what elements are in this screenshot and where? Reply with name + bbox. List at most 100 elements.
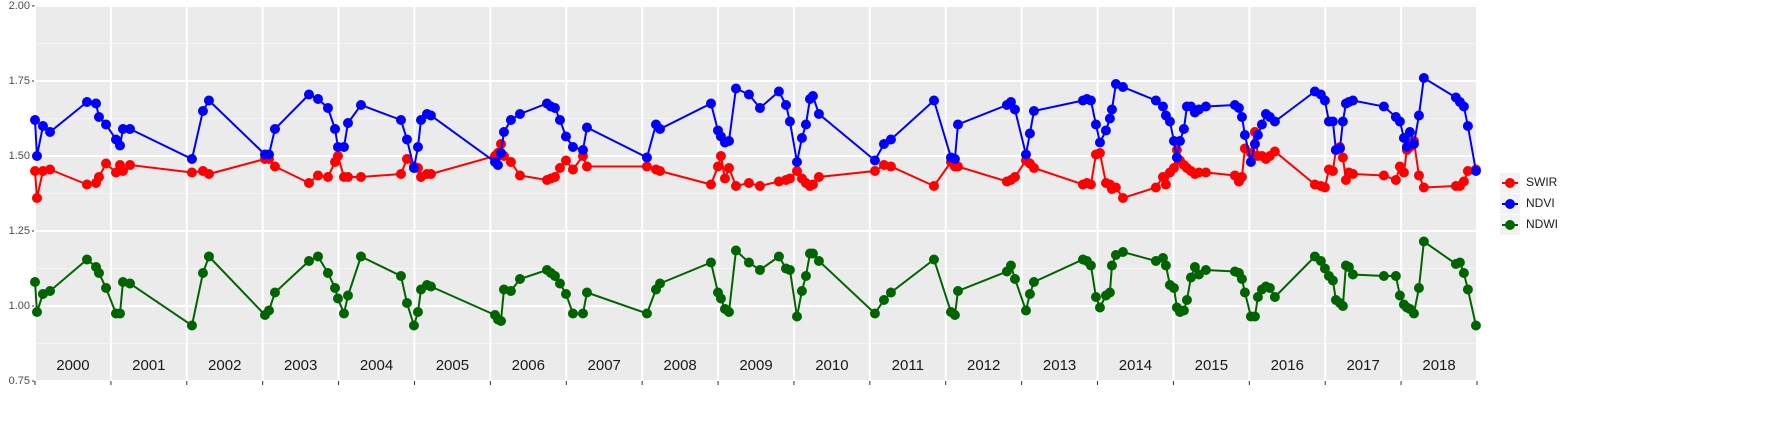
point xyxy=(1160,179,1171,190)
point xyxy=(514,170,525,181)
point xyxy=(743,89,754,100)
point xyxy=(93,112,104,122)
point xyxy=(1181,295,1192,305)
point xyxy=(1164,116,1175,127)
point xyxy=(101,158,112,169)
point xyxy=(723,136,734,146)
point xyxy=(303,256,314,266)
point xyxy=(554,278,565,289)
point xyxy=(1249,139,1260,149)
point xyxy=(30,115,40,125)
point xyxy=(1418,236,1429,247)
point xyxy=(203,251,214,262)
point xyxy=(395,115,406,125)
point xyxy=(869,308,880,319)
y-tick-label: 1.00 xyxy=(9,300,30,312)
point xyxy=(1106,260,1117,271)
point xyxy=(1470,320,1481,331)
point xyxy=(577,145,588,155)
point xyxy=(342,290,353,301)
y-tick-label: 1.25 xyxy=(9,225,30,237)
point xyxy=(1168,163,1179,173)
point xyxy=(1264,283,1275,293)
point xyxy=(1024,289,1035,299)
point xyxy=(1327,116,1338,127)
point xyxy=(654,278,665,289)
point xyxy=(1020,149,1031,160)
year-label: 2001 xyxy=(132,357,165,374)
point xyxy=(408,320,419,331)
point xyxy=(1398,167,1409,178)
point xyxy=(186,154,197,164)
point xyxy=(1178,124,1189,134)
point xyxy=(330,124,341,134)
point xyxy=(1174,136,1185,146)
point xyxy=(560,289,571,299)
point xyxy=(1462,121,1473,131)
year-label: 2005 xyxy=(436,357,469,374)
point xyxy=(1233,103,1244,113)
point xyxy=(1185,272,1196,283)
point xyxy=(952,161,963,172)
point xyxy=(355,172,366,182)
point xyxy=(791,157,802,167)
point xyxy=(1337,152,1348,163)
point xyxy=(1458,101,1469,112)
point xyxy=(581,161,592,172)
point xyxy=(395,271,406,281)
point xyxy=(1028,277,1039,287)
grid: 0.75 1.00 1.25 1.50 1.75 2.00 2000 2001 2002 2003… xyxy=(9,0,1478,387)
point xyxy=(322,172,333,182)
point xyxy=(401,154,412,164)
point xyxy=(115,140,126,151)
point xyxy=(1160,260,1171,271)
marks xyxy=(30,73,1481,331)
point xyxy=(45,286,56,296)
point xyxy=(549,271,560,281)
point xyxy=(322,103,333,113)
point xyxy=(813,109,824,119)
point xyxy=(791,311,802,322)
point xyxy=(505,286,516,296)
point xyxy=(332,293,343,304)
point xyxy=(813,256,824,266)
point xyxy=(495,148,506,158)
year-label: 2010 xyxy=(815,357,848,374)
point xyxy=(784,116,795,127)
point xyxy=(567,308,578,319)
year-label: 2002 xyxy=(208,357,241,374)
point xyxy=(952,119,963,130)
point xyxy=(1024,128,1035,139)
point xyxy=(641,152,652,163)
point xyxy=(1157,101,1168,112)
point xyxy=(791,166,802,176)
point xyxy=(505,115,516,125)
point xyxy=(1340,175,1351,185)
point xyxy=(1413,170,1424,181)
point xyxy=(878,295,889,305)
year-label: 2014 xyxy=(1119,357,1152,374)
point xyxy=(949,154,960,164)
point xyxy=(1085,179,1096,190)
point xyxy=(1269,116,1280,127)
point xyxy=(1413,283,1424,293)
point xyxy=(1394,116,1405,127)
point xyxy=(1090,119,1101,130)
point xyxy=(1104,113,1115,124)
point xyxy=(1408,308,1419,319)
point xyxy=(554,115,565,125)
point xyxy=(355,251,366,262)
point xyxy=(1005,97,1016,107)
point xyxy=(1418,73,1429,83)
legend: SWIR NDVI NDWI xyxy=(1500,173,1558,235)
year-label: 2017 xyxy=(1346,357,1379,374)
point xyxy=(807,248,818,259)
point xyxy=(101,283,112,293)
point xyxy=(1200,265,1211,275)
point xyxy=(723,163,734,173)
point xyxy=(743,178,754,188)
point xyxy=(567,164,578,175)
point xyxy=(1347,95,1358,106)
point xyxy=(125,278,136,289)
point xyxy=(1094,148,1105,158)
